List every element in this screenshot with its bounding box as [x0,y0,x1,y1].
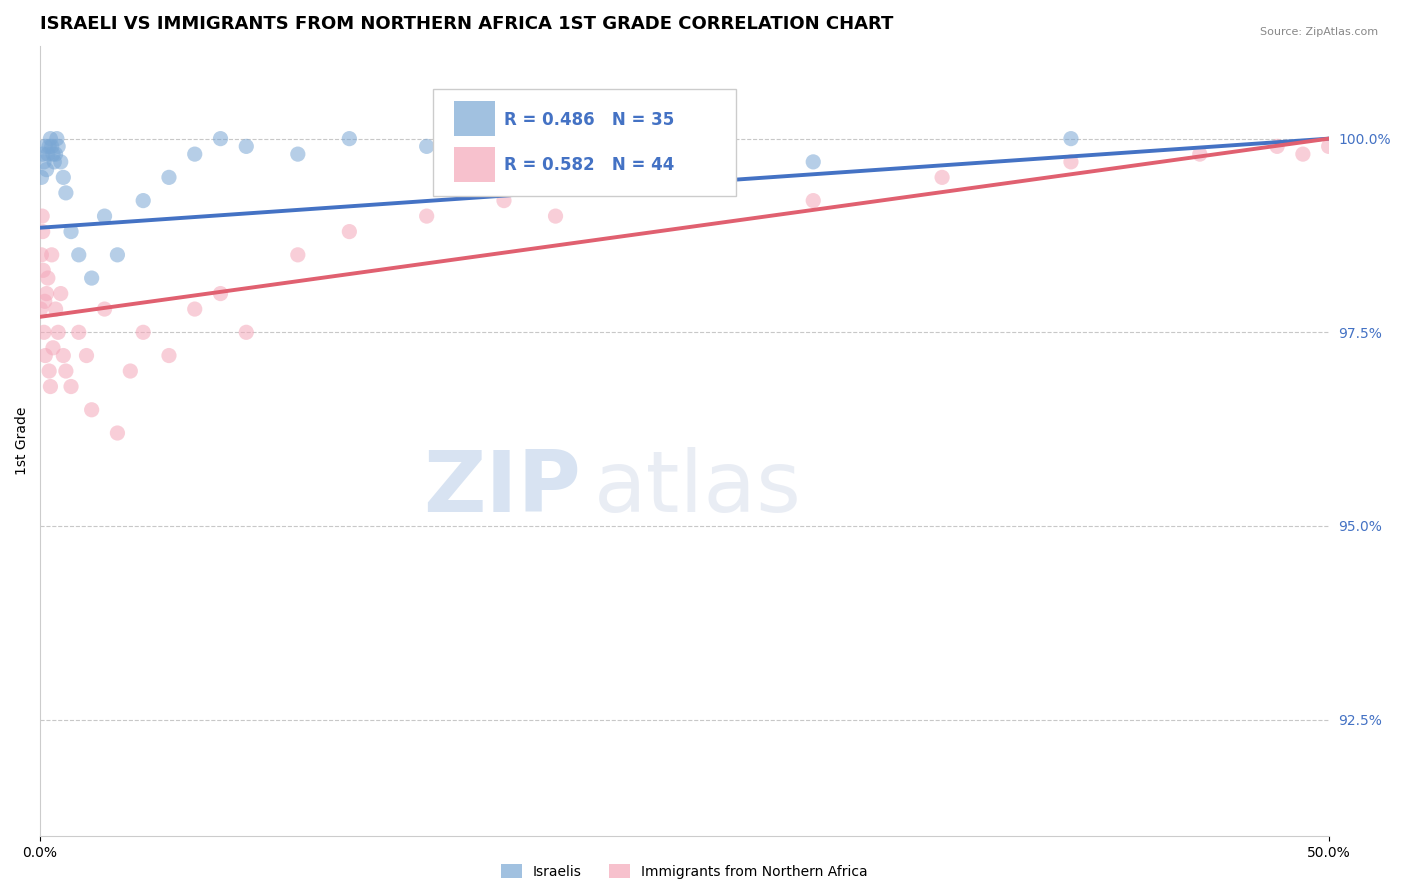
Point [415,209,437,223]
Point [801,194,824,208]
Point [31,147,53,161]
Point [34,294,56,309]
Point [49,154,72,169]
Point [34,349,56,363]
Point [55,186,77,200]
Point [235,139,257,153]
Point [492,194,515,208]
Point [287,147,309,161]
Point [34,139,56,153]
Point [184,301,207,316]
Point [41,248,63,262]
Point [30,248,52,262]
Point [93,209,115,223]
Y-axis label: 1st Grade: 1st Grade [15,407,30,475]
Point [35,162,58,177]
Point [42,341,65,355]
Point [32,154,55,169]
Point [55,364,77,378]
Text: ISRAELI VS IMMIGRANTS FROM NORTHERN AFRICA 1ST GRADE CORRELATION CHART: ISRAELI VS IMMIGRANTS FROM NORTHERN AFRI… [41,15,893,33]
Point [39,379,62,393]
Point [1292,147,1315,161]
Point [60,379,83,393]
Point [107,425,129,440]
Point [209,286,232,301]
Point [1060,154,1083,169]
Text: Source: ZipAtlas.com: Source: ZipAtlas.com [1260,27,1378,37]
Point [544,147,567,161]
Point [415,139,437,153]
Point [41,139,63,153]
Point [93,301,115,316]
Point [44,154,66,169]
Text: atlas: atlas [595,447,803,530]
Point [31,225,53,239]
Point [67,326,90,340]
FancyBboxPatch shape [454,146,495,182]
Point [235,326,257,340]
Point [32,326,55,340]
Point [492,131,515,145]
Point [184,147,207,161]
Point [30,170,52,185]
Point [287,248,309,262]
Point [76,349,98,363]
Point [1317,139,1340,153]
Point [52,170,75,185]
Point [52,349,75,363]
Point [1188,147,1211,161]
Point [46,326,69,340]
Point [60,225,83,239]
Point [30,301,52,316]
FancyBboxPatch shape [454,101,495,136]
Legend: Israelis, Immigrants from Northern Africa: Israelis, Immigrants from Northern Afric… [495,858,873,884]
Point [31,209,53,223]
Point [673,170,696,185]
Point [931,170,953,185]
Point [67,248,90,262]
Point [37,147,59,161]
Point [38,139,60,153]
Point [1265,139,1288,153]
Point [673,139,696,153]
Point [132,326,155,340]
Point [209,131,232,145]
Point [42,147,65,161]
Point [45,301,67,316]
Point [45,147,67,161]
Point [544,209,567,223]
Point [49,286,72,301]
Point [37,271,59,285]
Point [337,131,360,145]
Text: R = 0.486   N = 35: R = 0.486 N = 35 [503,111,675,128]
Point [337,225,360,239]
Point [120,364,142,378]
Text: ZIP: ZIP [423,447,581,530]
Point [39,131,62,145]
Point [132,194,155,208]
Point [80,271,103,285]
FancyBboxPatch shape [433,89,735,196]
Point [45,131,67,145]
Point [80,402,103,417]
Point [38,364,60,378]
Point [107,248,129,262]
Point [157,170,180,185]
Text: R = 0.582   N = 44: R = 0.582 N = 44 [503,156,675,174]
Point [46,139,69,153]
Point [157,349,180,363]
Point [1060,131,1083,145]
Point [801,154,824,169]
Point [35,286,58,301]
Point [32,263,55,277]
